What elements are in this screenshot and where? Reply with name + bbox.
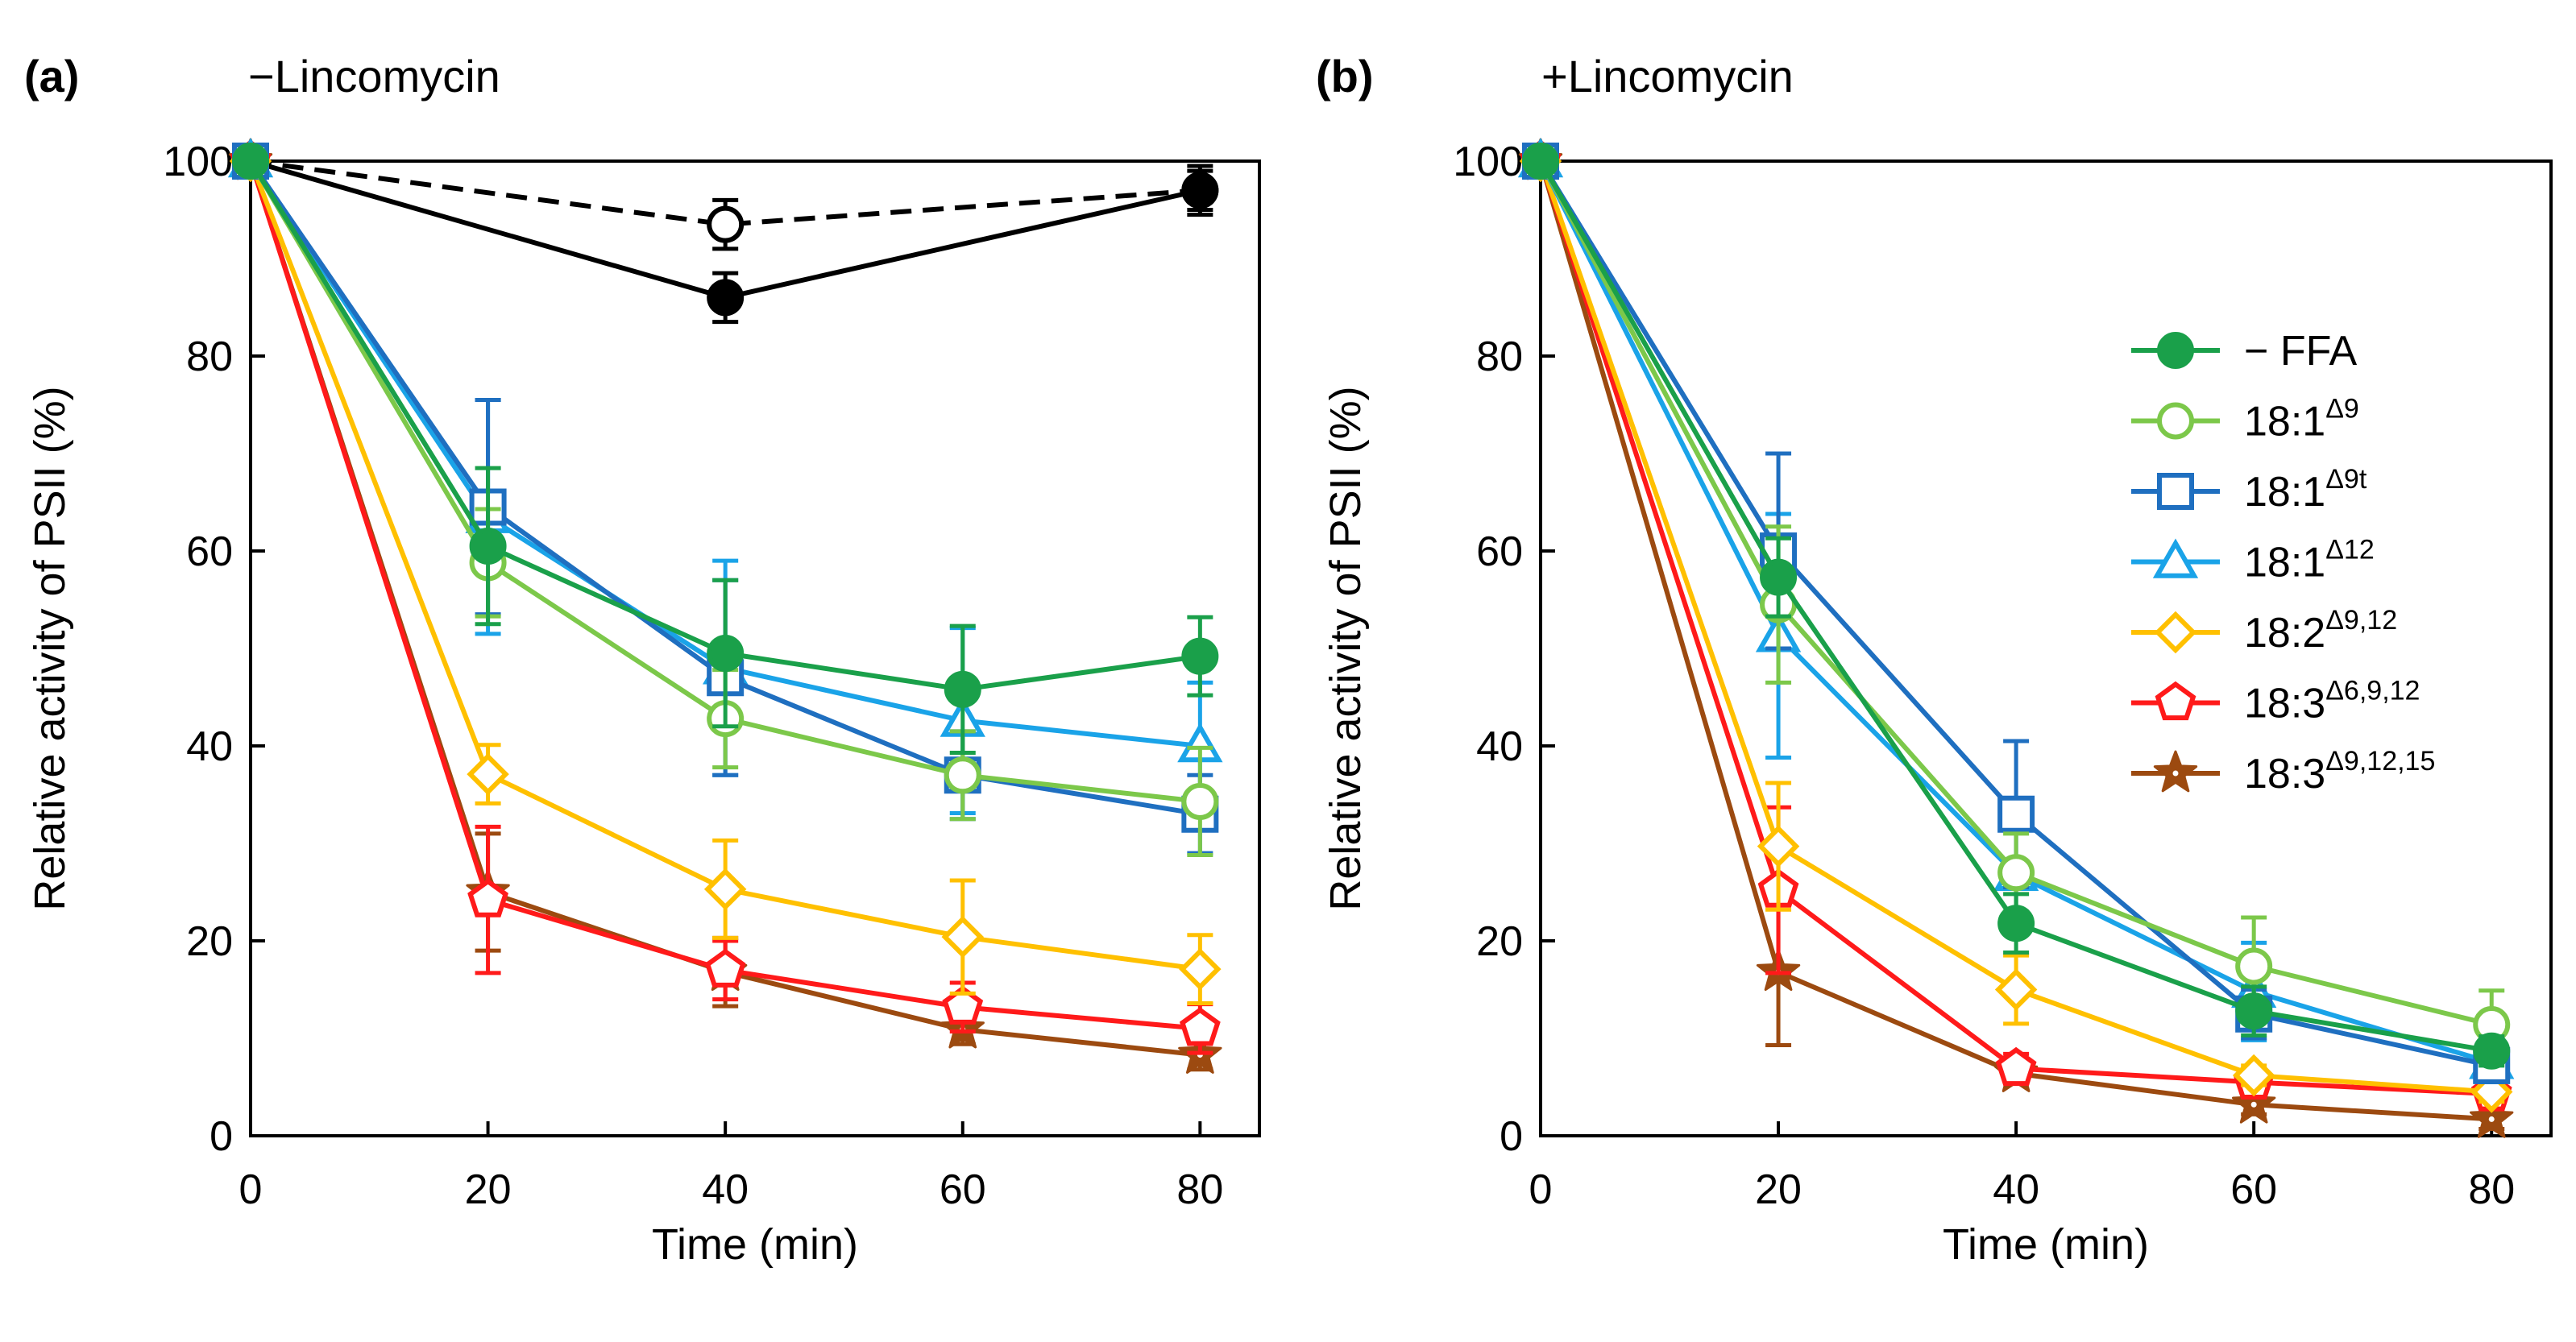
data-point — [1997, 854, 2035, 892]
legend-marker — [2155, 681, 2196, 721]
y-tick-label: 20 — [1476, 918, 1523, 965]
legend-marker — [2157, 332, 2194, 369]
legend: − FFA 18:1Δ9 18:1Δ9t 18:1Δ12 18:2Δ9,12 18:3Δ6… — [2131, 328, 2435, 797]
x-tick-label: 40 — [1993, 1166, 2039, 1213]
legend-label: 18:3Δ6,9,12 — [2244, 676, 2420, 727]
data-point — [707, 279, 745, 317]
panel-b: 0 20 40 60 80 100 0 20 40 60 80 Time (min) Relative … — [1316, 51, 2553, 1269]
y-tick-label: 20 — [186, 918, 233, 965]
legend-label: 18:3Δ9,12,15 — [2244, 746, 2435, 797]
data-point — [1179, 1007, 1221, 1046]
x-tick-label: 20 — [465, 1166, 512, 1213]
x-tick-label: 80 — [1176, 1166, 1223, 1213]
data-point — [1994, 968, 2038, 1011]
legend-marker — [2154, 611, 2197, 654]
legend-label: 18:2Δ9,12 — [2244, 605, 2397, 657]
y-tick-label: 40 — [1476, 723, 1523, 770]
data-point — [1995, 1046, 2037, 1087]
x-tick-label: 80 — [2468, 1166, 2515, 1213]
x-tick-label: 20 — [1755, 1166, 1802, 1213]
x-tick-label: 0 — [1529, 1166, 1553, 1213]
data-point — [1760, 558, 1798, 596]
x-axis-label: Time (min) — [1943, 1220, 2149, 1269]
legend-label: − FFA — [2244, 328, 2357, 375]
legend-label: 18:1Δ9 — [2244, 394, 2359, 445]
plot-frame — [1539, 159, 2553, 1137]
legend-marker — [2157, 473, 2194, 510]
data-point — [232, 143, 269, 180]
data-point — [707, 205, 745, 243]
panel-letter: (b) — [1316, 51, 1374, 101]
data-point — [1181, 637, 1219, 675]
legend-entry: 18:1Δ12 — [2131, 535, 2375, 586]
data-point — [2235, 992, 2273, 1030]
y-tick-label: 60 — [1476, 528, 1523, 575]
data-point — [1757, 825, 1800, 868]
data-point — [469, 527, 507, 565]
y-tick-label: 0 — [1500, 1113, 1523, 1160]
legend-entry: 18:3Δ6,9,12 — [2131, 676, 2420, 727]
x-axis-label: Time (min) — [652, 1220, 858, 1269]
x-tick-label: 40 — [702, 1166, 749, 1213]
y-tick-label: 100 — [163, 139, 233, 185]
data-point — [941, 915, 985, 959]
legend-label: 18:1Δ12 — [2244, 535, 2375, 586]
x-tick-label: 60 — [940, 1166, 986, 1213]
legend-marker — [2152, 538, 2199, 578]
data-point — [942, 985, 984, 1025]
data-point — [2473, 1032, 2511, 1070]
y-tick-label: 100 — [1453, 139, 1523, 185]
panel-title: +Lincomycin — [1541, 51, 1794, 101]
x-tick-label: 0 — [239, 1166, 263, 1213]
data-point — [1997, 905, 2035, 942]
series-fa-0 — [1522, 143, 2511, 1070]
plot-frame — [249, 159, 1261, 1137]
data-point — [1997, 795, 2035, 833]
data-point — [1181, 172, 1219, 209]
y-tick-label: 40 — [186, 723, 233, 770]
legend-entry: 18:3Δ9,12,15 — [2131, 746, 2435, 797]
data-point — [467, 752, 509, 796]
legend-label: 18:1Δ9t — [2244, 464, 2367, 516]
data-point — [944, 670, 981, 708]
y-tick-label: 80 — [1476, 333, 1523, 380]
y-tick-label: 0 — [209, 1113, 233, 1160]
data-point — [944, 756, 981, 794]
data-point — [2235, 947, 2273, 985]
legend-entry: 18:1Δ9 — [2131, 394, 2359, 445]
y-axis-label: Relative activity of PSII (%) — [1321, 386, 1370, 910]
data-point — [704, 948, 746, 988]
data-point — [1179, 947, 1222, 991]
data-point — [707, 635, 745, 673]
legend-entry: 18:2Δ9,12 — [2131, 605, 2397, 657]
legend-entry: 18:1Δ9t — [2131, 464, 2367, 516]
x-tick-label: 60 — [2230, 1166, 2277, 1213]
y-tick-label: 80 — [186, 333, 233, 380]
data-point — [1181, 782, 1219, 820]
y-tick-label: 60 — [186, 528, 233, 575]
data-point — [467, 878, 508, 917]
panel-title: −Lincomycin — [248, 51, 500, 101]
legend-entry: − FFA — [2131, 328, 2357, 375]
data-point — [1522, 143, 1559, 180]
data-point — [703, 868, 747, 911]
legend-marker — [2157, 402, 2194, 440]
y-axis-label: Relative activity of PSII (%) — [26, 386, 74, 910]
panel-letter: (a) — [24, 51, 79, 101]
panel-a: 0 20 40 60 80 100 0 20 40 60 80 Time (min) Relative … — [24, 51, 1261, 1269]
series-fa-0 — [232, 143, 1219, 755]
data-point — [2232, 1054, 2275, 1097]
